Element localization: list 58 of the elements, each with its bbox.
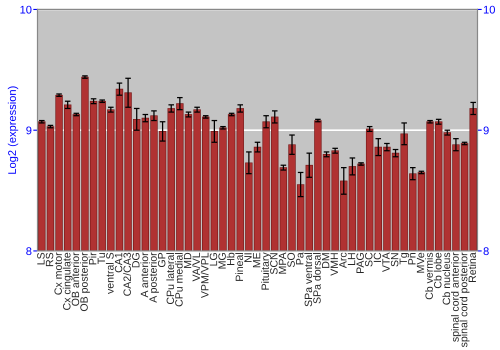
x-tick-label: LS: [37, 252, 45, 264]
x-tick-label: PAG: [356, 253, 364, 273]
x-tick-label: MG: [218, 253, 226, 268]
x-tick-label: DG: [132, 253, 140, 268]
x-tick-label: CA1: [114, 252, 122, 272]
x-tick-label: MPA: [278, 252, 286, 274]
y2-tick-label: 9: [484, 126, 489, 134]
x-tick-label: Cb vermis: [425, 252, 433, 300]
x-tick-label: OB posterior: [80, 252, 90, 312]
x-tick-label: Cb nucleus: [442, 252, 450, 305]
x-tick-label: Cb lobe: [434, 252, 442, 288]
x-tick-label: Hb: [226, 252, 234, 265]
x-tick-label: GP: [158, 252, 166, 268]
x-tick-label: spinal cord posterior: [460, 252, 470, 348]
x-tick-label: A posterior: [149, 252, 159, 303]
x-tick-label: CPu lateral: [166, 253, 174, 304]
x-tick-label: Arc: [339, 252, 347, 268]
x-tick-label: MVe: [416, 252, 424, 273]
x-tick-label: VTA: [382, 252, 390, 272]
x-tick-label: Pineal: [235, 253, 244, 281]
y-axis-title: Log2 (expression): [8, 86, 18, 174]
y-tick-label: 8: [26, 247, 32, 256]
x-tick-label: OB anterior: [71, 252, 80, 306]
y2-tick-label: 10: [484, 6, 495, 14]
x-tick-label: SPa ventral: [304, 253, 312, 306]
x-tick-label: ME: [252, 252, 260, 268]
y2-tick-label: 8: [484, 247, 489, 256]
x-tick-label: Cx cingulate: [62, 252, 73, 310]
x-tick-label: MD: [184, 252, 192, 268]
x-tick-label: Pn: [408, 253, 416, 264]
x-tick-label: SPa dorsal: [312, 253, 321, 304]
x-tick-label: SN: [390, 253, 398, 267]
x-tick-label: VMH: [330, 253, 338, 276]
x-tick-label: LG: [210, 253, 218, 266]
x-tick-label: SC: [365, 252, 372, 267]
x-tick-label: IC: [374, 252, 382, 262]
x-tick-label: CPu medial: [174, 253, 183, 306]
x-tick-label: Pir: [88, 252, 96, 264]
x-tick-label: VA/VL: [192, 252, 200, 282]
x-tick-label: spinal cord anterior: [451, 252, 461, 342]
y-tick-label: 9: [26, 126, 32, 134]
x-tick-label: Tu: [98, 253, 106, 264]
x-tick-label: Tg: [400, 253, 410, 264]
x-tick-label: RS: [46, 252, 54, 266]
x-tick-label: NI: [244, 253, 252, 262]
x-tick-label: SO: [287, 252, 295, 268]
x-tick-label: CA2/CA3: [123, 252, 131, 296]
x-tick-label: DM: [322, 253, 330, 268]
x-tick-label: SCN: [270, 253, 278, 274]
x-tick-label: Pa: [296, 252, 304, 264]
x-tick-label: Pituitary: [261, 252, 272, 290]
x-tick-label: A anterior: [140, 252, 148, 298]
x-tick-label: VPM/VPL: [200, 252, 209, 298]
x-tick-label: Cx motor: [54, 252, 62, 295]
x-tick-label: Retina: [468, 252, 476, 282]
y-tick-label: 10: [20, 6, 32, 14]
x-tick-label: LH: [348, 253, 356, 265]
x-tick-label: ventral S: [106, 252, 114, 294]
